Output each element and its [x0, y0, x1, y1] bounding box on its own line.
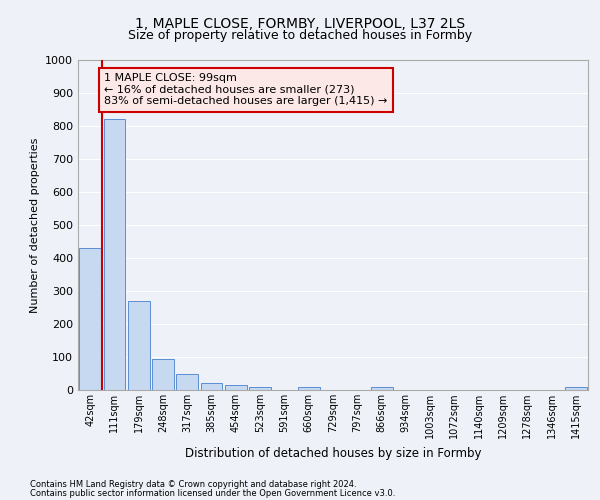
- Text: 1, MAPLE CLOSE, FORMBY, LIVERPOOL, L37 2LS: 1, MAPLE CLOSE, FORMBY, LIVERPOOL, L37 2…: [135, 18, 465, 32]
- Text: Contains public sector information licensed under the Open Government Licence v3: Contains public sector information licen…: [30, 488, 395, 498]
- Bar: [371, 388, 392, 390]
- Text: Size of property relative to detached houses in Formby: Size of property relative to detached ho…: [128, 29, 472, 42]
- Bar: [298, 388, 320, 390]
- Y-axis label: Number of detached properties: Number of detached properties: [29, 138, 40, 312]
- Bar: [176, 374, 198, 390]
- Text: Contains HM Land Registry data © Crown copyright and database right 2024.: Contains HM Land Registry data © Crown c…: [30, 480, 356, 489]
- Bar: [249, 388, 271, 390]
- Bar: [565, 388, 587, 390]
- Bar: [104, 120, 125, 390]
- Bar: [128, 301, 149, 390]
- X-axis label: Distribution of detached houses by size in Formby: Distribution of detached houses by size …: [185, 446, 481, 460]
- Bar: [152, 360, 174, 390]
- Bar: [225, 385, 247, 390]
- Bar: [79, 248, 101, 390]
- Text: 1 MAPLE CLOSE: 99sqm
← 16% of detached houses are smaller (273)
83% of semi-deta: 1 MAPLE CLOSE: 99sqm ← 16% of detached h…: [104, 73, 388, 106]
- Bar: [200, 384, 223, 390]
